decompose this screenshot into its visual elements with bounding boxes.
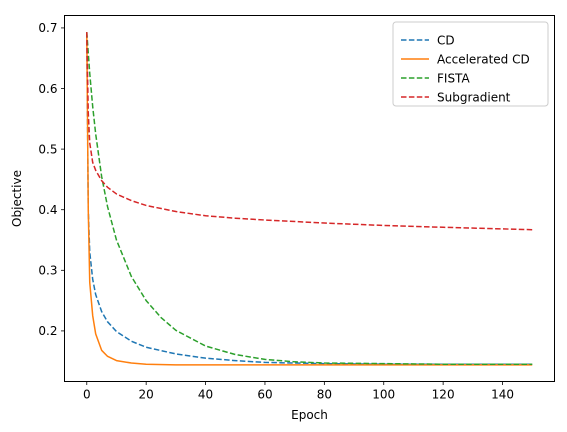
legend-label: FISTA (437, 71, 470, 85)
y-tick-label: 0.4 (38, 203, 57, 217)
series-line-fista (86, 32, 533, 365)
y-tick-label: 0.7 (38, 21, 57, 35)
x-axis: 0 20 40 60 80 100 120 140 (83, 381, 514, 402)
x-axis-label: Epoch (291, 408, 328, 422)
x-tick-label: 80 (317, 388, 332, 402)
x-tick-label: 120 (432, 388, 455, 402)
x-tick-label: 20 (139, 388, 154, 402)
x-tick-label: 40 (198, 388, 213, 402)
x-tick-label: 60 (257, 388, 272, 402)
legend: CD Accelerated CD FISTA Subgradient (392, 21, 549, 107)
legend-label: Subgradient (437, 90, 511, 104)
x-tick-label: 100 (372, 388, 395, 402)
y-axis-label: Objective (10, 170, 24, 227)
y-tick-label: 0.6 (38, 82, 57, 96)
y-tick-label: 0.3 (38, 264, 57, 278)
plot-lines (86, 32, 533, 366)
legend-box (392, 21, 549, 107)
x-tick-label: 140 (491, 388, 514, 402)
y-tick-label: 0.2 (38, 324, 57, 338)
y-axis: 0.2 0.3 0.4 0.5 0.6 0.7 (38, 21, 65, 338)
x-tick-label: 0 (83, 388, 91, 402)
series-line-subgradient (86, 32, 533, 231)
legend-label: CD (437, 33, 455, 47)
plot-frame (64, 15, 555, 382)
legend-label: Accelerated CD (437, 52, 530, 66)
series-line-accelerated-cd (86, 32, 533, 366)
y-tick-label: 0.5 (38, 142, 57, 156)
